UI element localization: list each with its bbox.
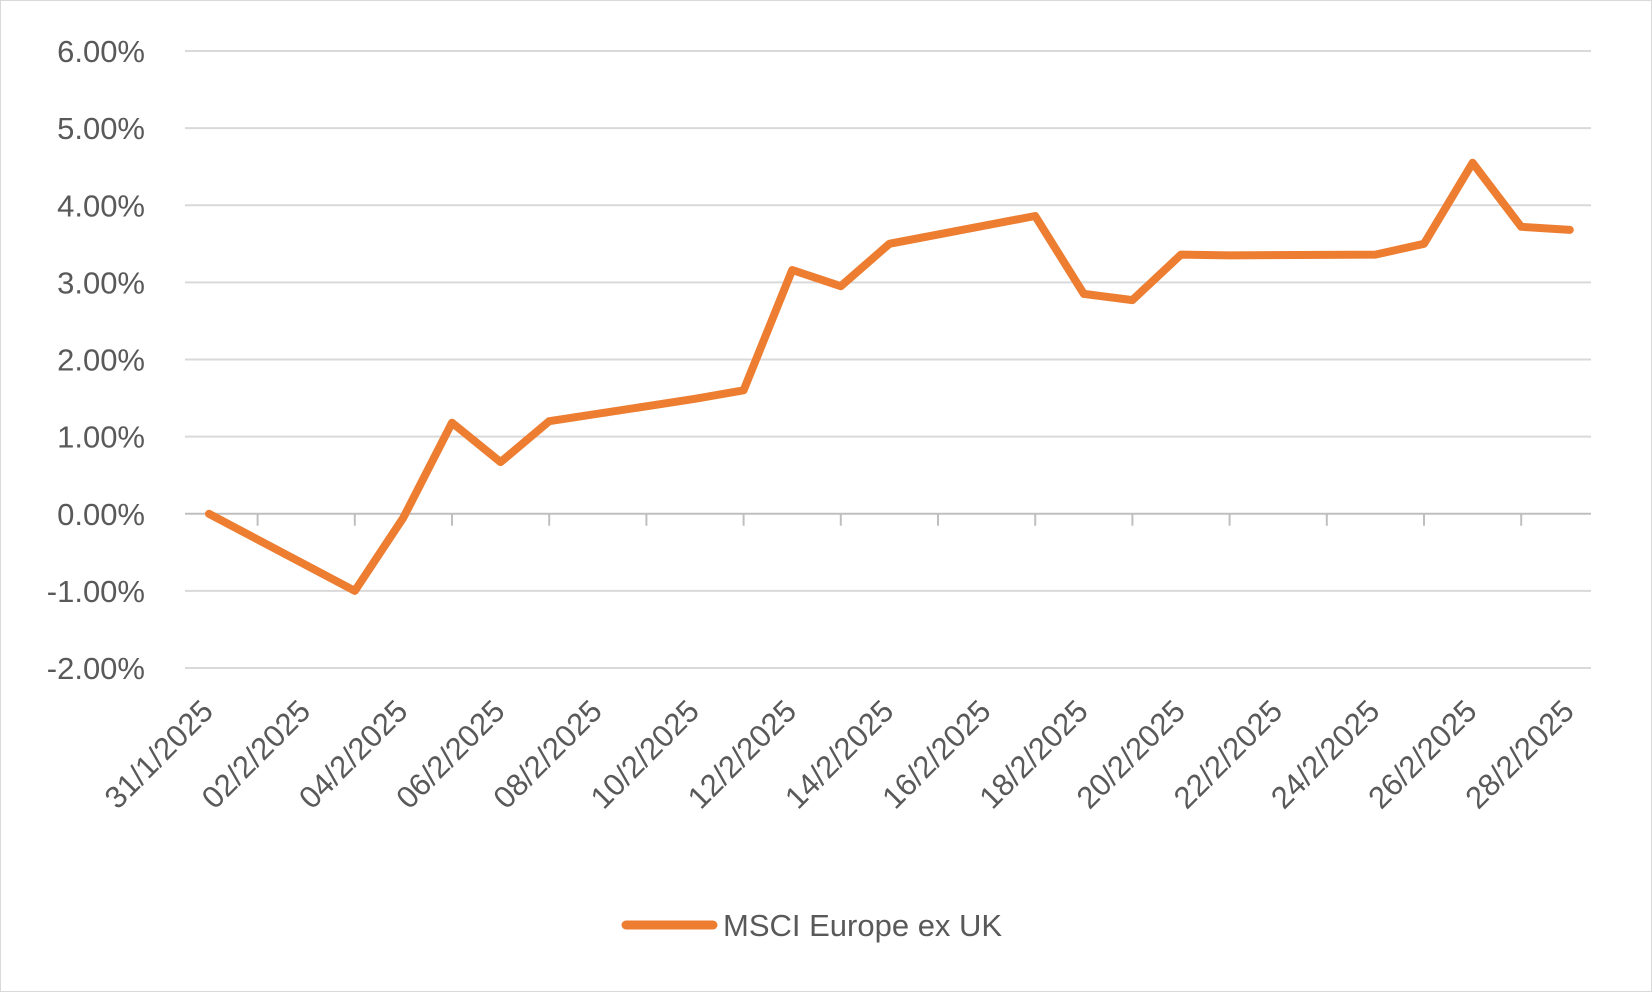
x-axis (256, 513, 1523, 526)
y-tick-label: 3.00% (57, 265, 145, 300)
y-axis-tick-labels: -2.00% -1.00% 0.00% 1.00% 2.00% 3.00% 4.00% 5.0… (47, 34, 145, 686)
y-tick-label: 1.00% (57, 420, 145, 455)
series-layer (205, 158, 1574, 595)
y-tick-label: 6.00% (57, 34, 145, 69)
series-line-msci-europe-ex-uk (205, 158, 1574, 595)
y-tick-label: 0.00% (57, 497, 145, 532)
x-axis-tick-labels: 31/1/202502/2/202504/2/202506/2/202508/2… (98, 693, 1581, 815)
legend: MSCI Europe ex UK (621, 908, 1002, 943)
y-tick-label: 5.00% (57, 111, 145, 146)
legend-label: MSCI Europe ex UK (723, 908, 1002, 943)
y-tick-label: 2.00% (57, 343, 145, 378)
y-tick-label: -2.00% (47, 651, 145, 686)
y-tick-label: 4.00% (57, 188, 145, 223)
y-tick-label: -1.00% (47, 574, 145, 609)
gridlines (185, 50, 1591, 669)
